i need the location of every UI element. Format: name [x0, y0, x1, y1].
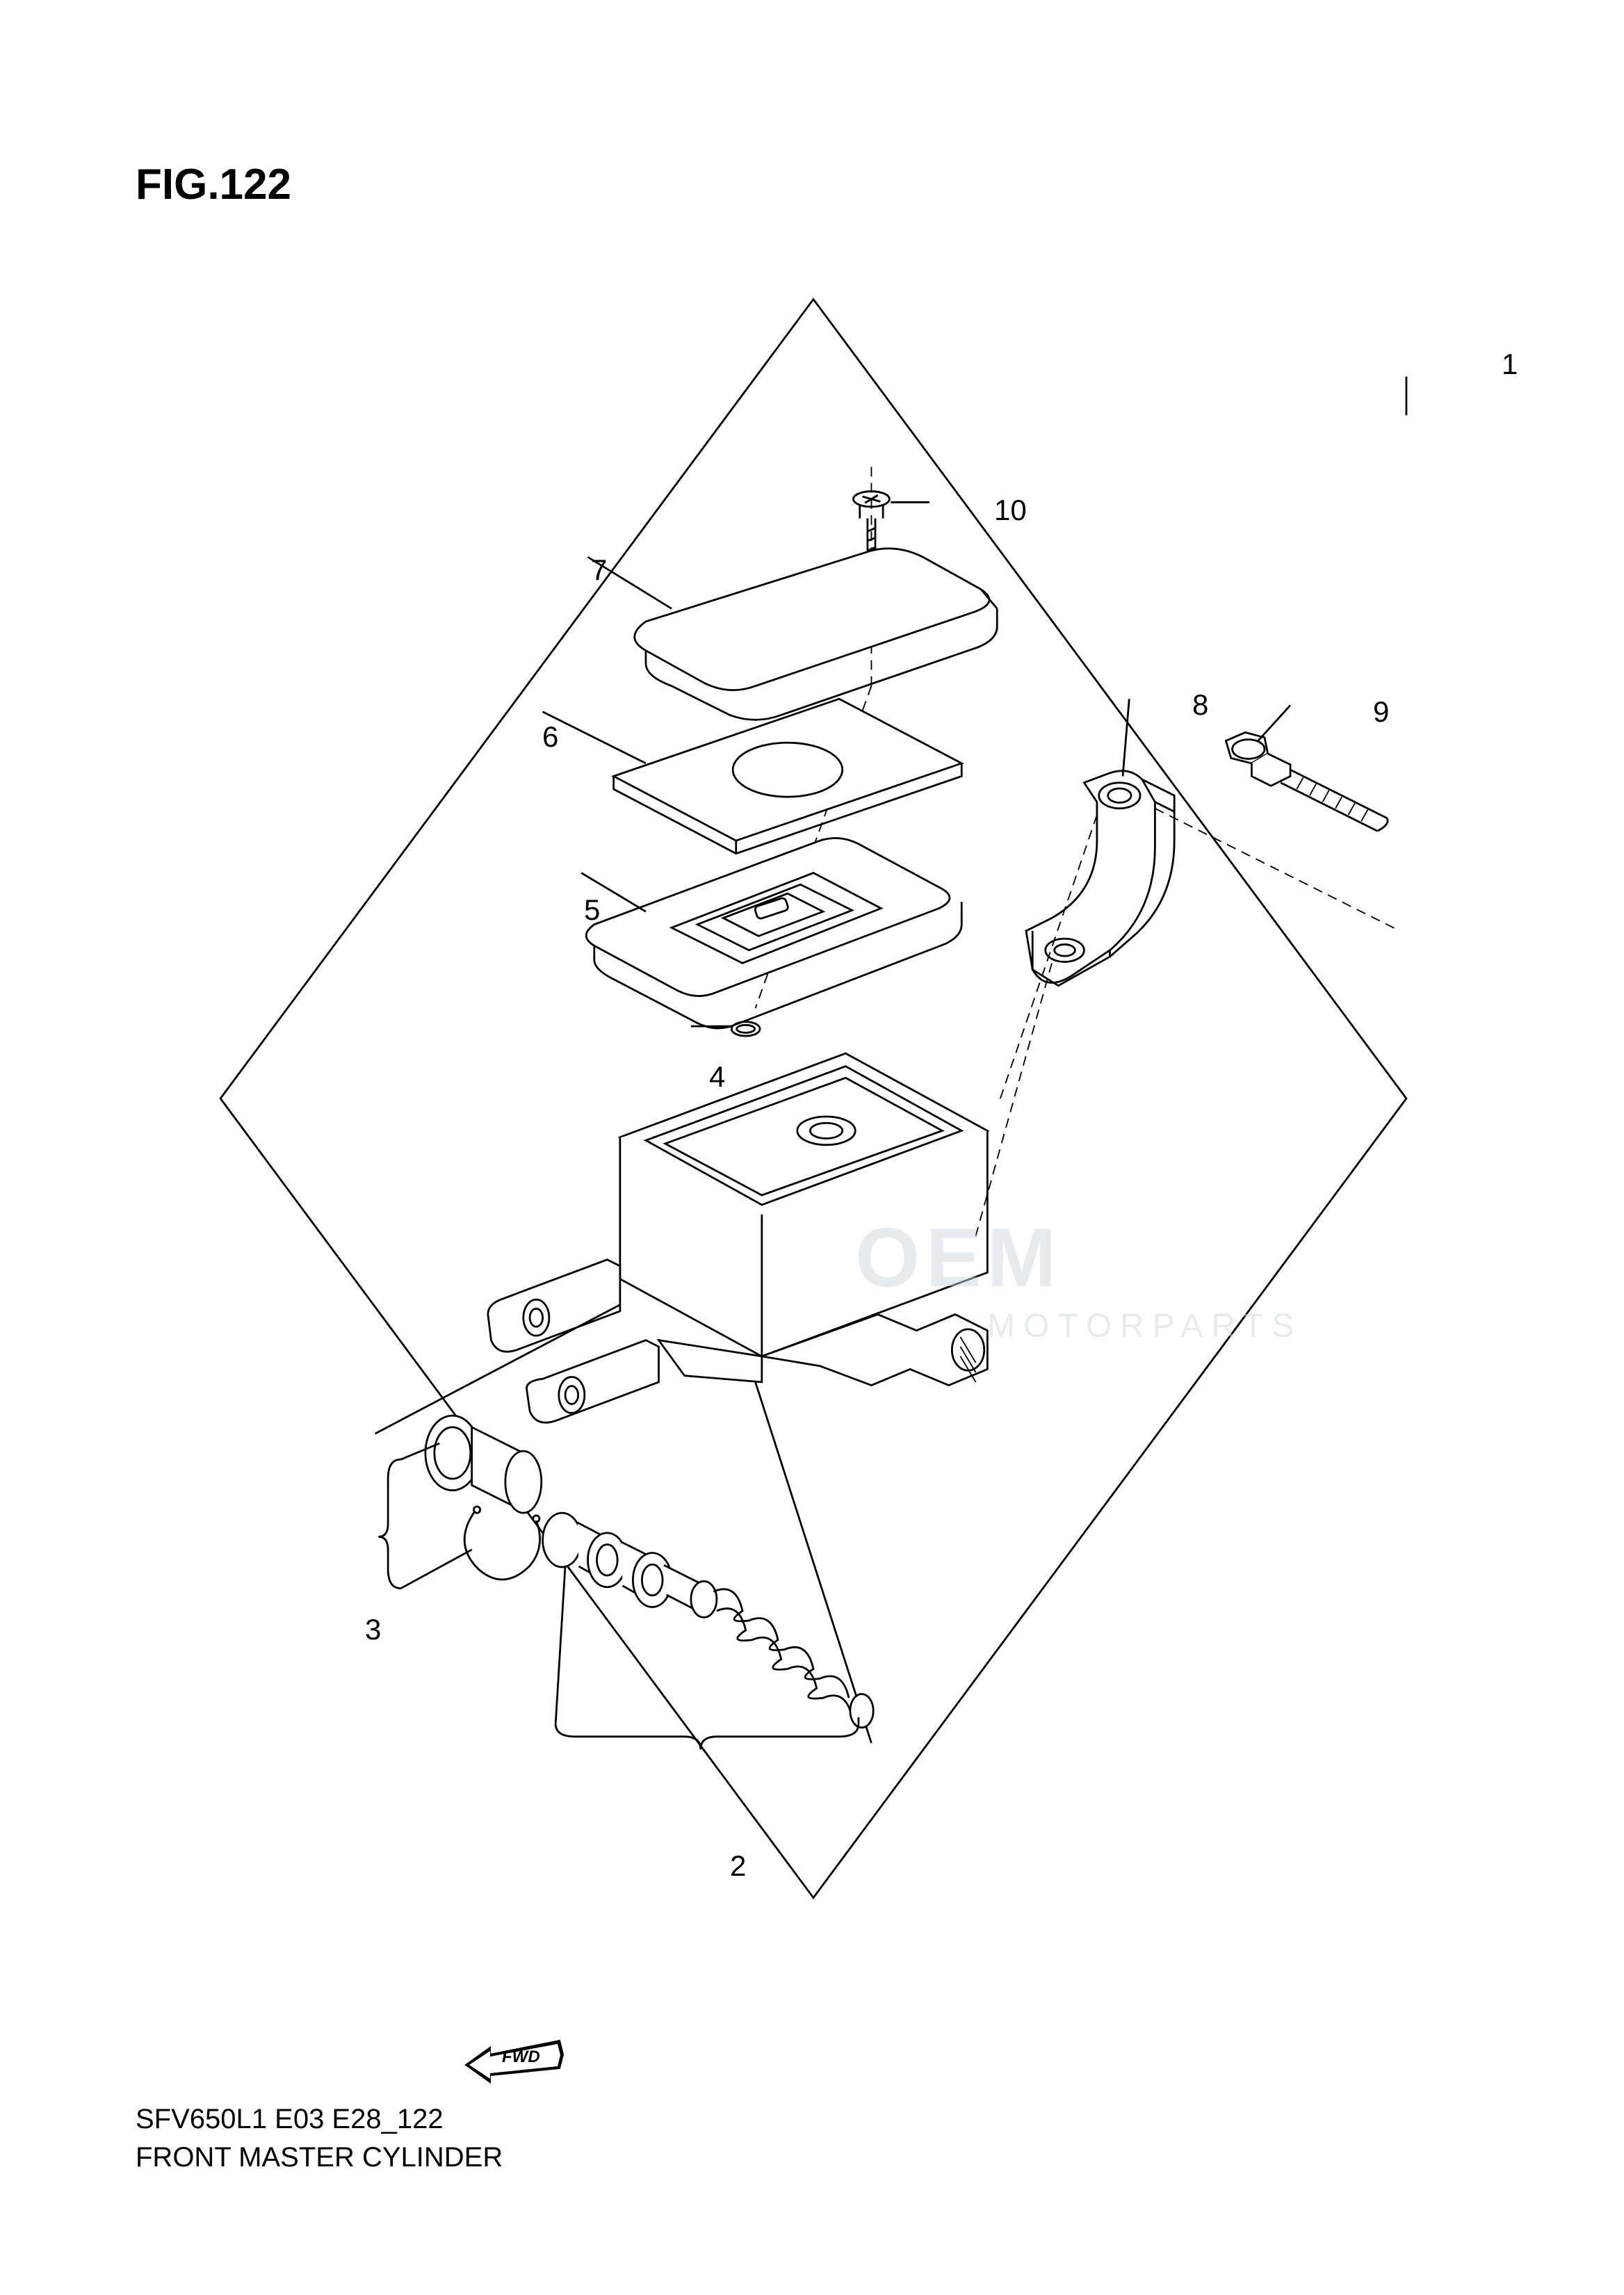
- footer-title: FRONT MASTER CYLINDER: [136, 2142, 503, 2173]
- callout-5: 5: [584, 893, 600, 927]
- part-oring: [731, 1022, 760, 1036]
- footer-code: SFV650L1 E03 E28_122: [136, 2104, 444, 2135]
- callout-9: 9: [1373, 695, 1389, 729]
- part-diaphragm: [586, 838, 961, 1028]
- callout-3: 3: [365, 1613, 381, 1646]
- part-piston-set: [543, 1513, 874, 1728]
- fwd-badge: FWD: [459, 2030, 570, 2089]
- callout-1: 1: [1502, 348, 1518, 381]
- part-master-cylinder-body: [488, 1053, 987, 1422]
- part-circlip: [464, 1507, 539, 1580]
- callout-8: 8: [1192, 688, 1208, 722]
- callout-4: 4: [709, 1060, 725, 1094]
- part-diaphragm-plate: [614, 699, 962, 853]
- callout-2: 2: [730, 1849, 746, 1883]
- callout-6: 6: [542, 720, 558, 754]
- fwd-text: FWD: [502, 2047, 540, 2066]
- part-boot: [425, 1416, 542, 1513]
- parts-diagram-svg: [195, 264, 1432, 1933]
- diagram-container: OEM MOTORPARTS 1 2 3 4 5 6 7 8 9 10 FWD: [195, 264, 1432, 1933]
- figure-title: FIG.122: [136, 160, 291, 209]
- part-bolt: [1226, 732, 1388, 831]
- callout-10: 10: [994, 494, 1027, 527]
- diagram-page: FIG.122: [0, 0, 1624, 2295]
- part-holder: [1026, 771, 1174, 986]
- callout-7: 7: [591, 553, 607, 587]
- part-cap: [635, 549, 997, 720]
